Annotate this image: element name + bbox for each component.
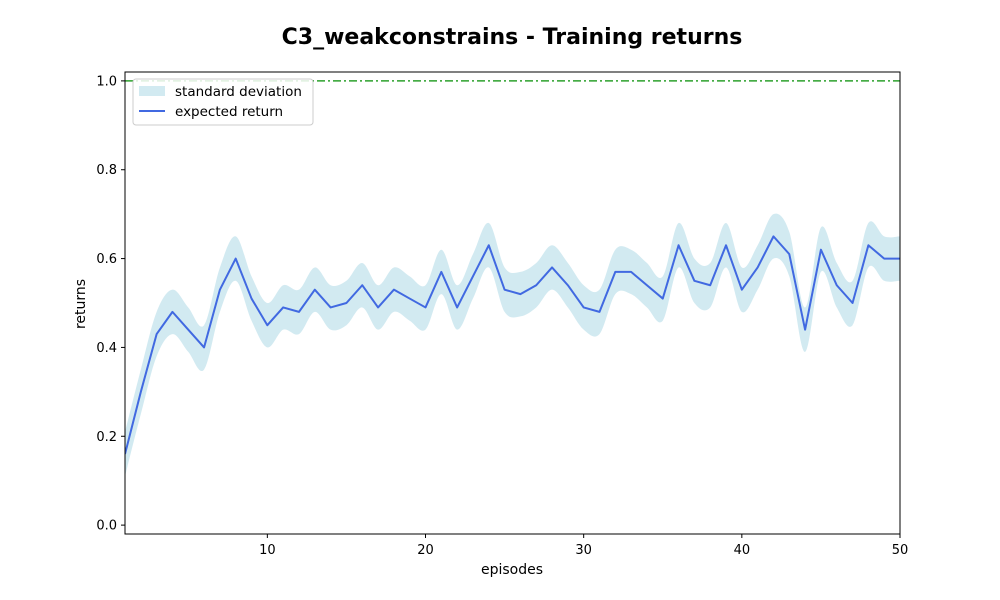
y-tick-label: 0.6 (96, 252, 117, 267)
x-axis-label: episodes (481, 562, 543, 578)
std-band (125, 213, 900, 477)
x-tick-label: 10 (259, 543, 276, 558)
plot-frame (124, 71, 901, 535)
legend-swatch-std (139, 86, 165, 96)
y-tick-label: 1.0 (96, 74, 117, 89)
x-tick-label: 20 (417, 543, 434, 558)
plot-area: 10 20 30 40 50 0.0 0.2 0.4 0.6 0.8 1.0 standard dev… (96, 71, 909, 558)
chart-title: C3_weakconstrains - Training returns (282, 25, 743, 50)
x-tick-label: 30 (575, 543, 592, 558)
y-tick-label: 0.8 (96, 163, 117, 178)
y-tick-label: 0.0 (96, 519, 117, 534)
y-axis-label: returns (73, 279, 89, 329)
legend-label-mean: expected return (175, 104, 283, 120)
x-tick-label: 50 (892, 543, 909, 558)
legend-label-std: standard deviation (175, 84, 302, 100)
legend-box (132, 78, 314, 126)
y-tick-label: 0.2 (96, 430, 117, 445)
series-line-expected-return (125, 235, 900, 455)
y-tick-label: 0.4 (96, 341, 117, 356)
x-tick-label: 40 (734, 543, 751, 558)
